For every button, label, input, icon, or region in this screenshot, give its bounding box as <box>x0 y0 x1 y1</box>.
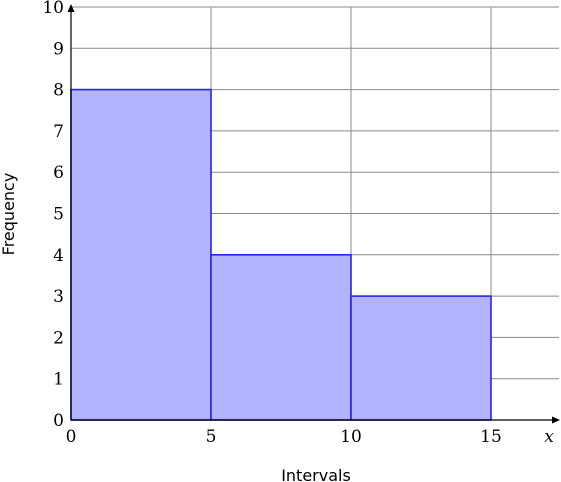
y-tick-label-6: 6 <box>53 163 64 183</box>
y-tick-label-5: 5 <box>53 205 64 225</box>
x-tick-label-5: 5 <box>206 427 217 447</box>
y-tick-label-4: 4 <box>53 246 64 266</box>
y-tick-label-3: 3 <box>53 287 64 307</box>
y-tick-labels: 0 1 2 3 4 5 6 7 8 9 10 <box>42 0 64 431</box>
y-tick-label-8: 8 <box>53 81 64 101</box>
x-tick-label-15: 15 <box>480 427 502 447</box>
bar-2 <box>210 254 352 421</box>
y-tick-label-1: 1 <box>53 370 64 390</box>
x-axis-title: Intervals <box>281 466 351 482</box>
y-tick-label-0: 0 <box>53 411 64 431</box>
y-tick-label-9: 9 <box>53 39 64 59</box>
x-tick-label-10: 10 <box>340 427 362 447</box>
y-axis-arrow <box>67 4 75 12</box>
x-tick-label-0: 0 <box>66 427 77 447</box>
y-tick-label-7: 7 <box>53 122 64 142</box>
y-axis-title: Frequency <box>0 173 18 256</box>
bar-3 <box>350 295 492 421</box>
axes <box>67 4 560 424</box>
x-axis-variable: x <box>544 427 554 447</box>
x-axis-arrow <box>552 416 560 424</box>
bars <box>70 88 492 421</box>
y-tick-label-2: 2 <box>53 328 64 348</box>
y-tick-label-10: 10 <box>42 0 64 18</box>
x-tick-labels: 0 5 10 15 <box>66 427 502 447</box>
bar-1 <box>70 88 212 421</box>
